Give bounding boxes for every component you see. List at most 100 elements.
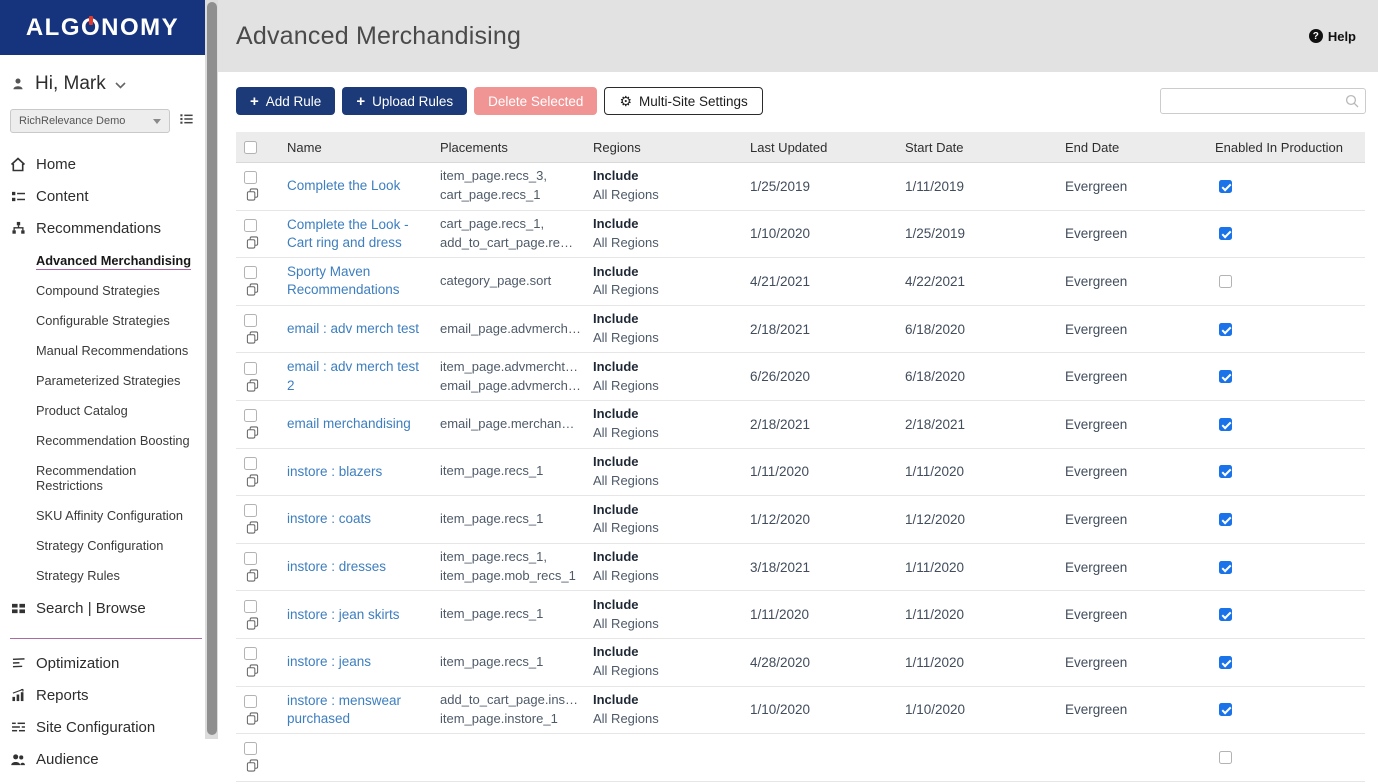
sidebar-subnav-item[interactable]: Advanced Merchandising: [0, 245, 205, 275]
row-select-checkbox[interactable]: [244, 362, 257, 375]
copy-icon[interactable]: [246, 617, 259, 630]
sidebar-subnav-item[interactable]: Compound Strategies: [0, 275, 205, 305]
rule-name-link[interactable]: instore : blazers: [287, 463, 440, 481]
delete-selected-label: Delete Selected: [488, 94, 583, 109]
row-select-checkbox[interactable]: [244, 219, 257, 232]
row-select-checkbox[interactable]: [244, 314, 257, 327]
copy-icon[interactable]: [246, 759, 259, 772]
copy-icon[interactable]: [246, 521, 259, 534]
enabled-checkbox[interactable]: [1219, 323, 1232, 336]
copy-icon[interactable]: [246, 188, 259, 201]
site-selector-dropdown[interactable]: RichRelevance Demo: [10, 109, 170, 133]
enabled-checkbox[interactable]: [1219, 608, 1232, 621]
rule-name-link[interactable]: email : adv merch test 2: [287, 358, 440, 394]
sidebar-scrollbar-thumb[interactable]: [207, 2, 217, 735]
sidebar-subnav-item[interactable]: SKU Affinity Configuration: [0, 500, 205, 530]
sidebar-item-label: Site Configuration: [36, 719, 155, 736]
row-select-checkbox[interactable]: [244, 171, 257, 184]
enabled-checkbox[interactable]: [1219, 227, 1232, 240]
rule-name-link[interactable]: Complete the Look - Cart ring and dress: [287, 216, 440, 252]
enabled-checkbox[interactable]: [1219, 465, 1232, 478]
enabled-checkbox[interactable]: [1219, 561, 1232, 574]
add-rule-button[interactable]: + Add Rule: [236, 87, 335, 115]
enabled-checkbox[interactable]: [1219, 703, 1232, 716]
rule-name-link[interactable]: instore : jeans: [287, 653, 440, 671]
row-select-checkbox[interactable]: [244, 600, 257, 613]
sidebar-subnav-item[interactable]: Recommendation Boosting: [0, 425, 205, 455]
copy-icon[interactable]: [246, 331, 259, 344]
start-date-cell: 6/18/2020: [905, 322, 1065, 337]
sidebar-item-recommendations[interactable]: Recommendations: [0, 212, 205, 244]
enabled-checkbox[interactable]: [1219, 656, 1232, 669]
sidebar-subnav-item[interactable]: Manual Recommendations: [0, 335, 205, 365]
sidebar-subnav-item[interactable]: Recommendation Restrictions: [0, 455, 205, 500]
rule-name-link[interactable]: instore : coats: [287, 510, 440, 528]
site-selector-value: RichRelevance Demo: [19, 115, 125, 127]
help-button[interactable]: ? Help: [1309, 29, 1356, 44]
sidebar-subnav-item[interactable]: Parameterized Strategies: [0, 365, 205, 395]
rule-name-link[interactable]: email merchandising: [287, 415, 440, 433]
sidebar-item-label: Search | Browse: [36, 600, 146, 617]
sidebar-item-home[interactable]: Home: [0, 148, 205, 180]
copy-icon[interactable]: [246, 426, 259, 439]
row-select-checkbox[interactable]: [244, 266, 257, 279]
copy-icon[interactable]: [246, 712, 259, 725]
sidebar-item-optimization[interactable]: Optimization: [0, 647, 205, 679]
site-list-icon[interactable]: [179, 112, 194, 131]
copy-icon[interactable]: [246, 664, 259, 677]
region-scope: All Regions: [593, 472, 750, 491]
sidebar-nav: Home Content Recommendations Advanced Me…: [0, 133, 205, 775]
start-date-cell: 6/18/2020: [905, 369, 1065, 384]
multi-site-settings-button[interactable]: ⚙ Multi-Site Settings: [604, 87, 762, 115]
rule-name-link[interactable]: instore : menswear purchased: [287, 692, 440, 728]
delete-selected-button[interactable]: Delete Selected: [474, 87, 597, 115]
row-select-checkbox[interactable]: [244, 647, 257, 660]
sidebar-item-site-configuration[interactable]: Site Configuration: [0, 711, 205, 743]
enabled-checkbox[interactable]: [1219, 513, 1232, 526]
sidebar-item-search-browse[interactable]: Search | Browse: [0, 592, 205, 624]
rule-name-link[interactable]: Sporty Maven Recommendations: [287, 263, 440, 299]
sidebar-item-reports[interactable]: Reports: [0, 679, 205, 711]
sidebar-item-audience[interactable]: Audience: [0, 743, 205, 775]
sidebar-subnav-label: Configurable Strategies: [36, 313, 170, 328]
copy-icon[interactable]: [246, 474, 259, 487]
enabled-checkbox[interactable]: [1219, 370, 1232, 383]
enabled-checkbox[interactable]: [1219, 180, 1232, 193]
placements-cell: item_page.recs_1: [440, 510, 593, 529]
last-updated-cell: 1/10/2020: [750, 702, 905, 717]
row-select-checkbox[interactable]: [244, 504, 257, 517]
copy-icon[interactable]: [246, 379, 259, 392]
copy-icon[interactable]: [246, 236, 259, 249]
rule-name-link[interactable]: instore : dresses: [287, 558, 440, 576]
select-all-checkbox[interactable]: [244, 141, 257, 154]
rule-name-link[interactable]: Complete the Look: [287, 177, 440, 195]
upload-rules-button[interactable]: + Upload Rules: [342, 87, 467, 115]
sidebar-divider: [10, 638, 202, 639]
row-select-checkbox[interactable]: [244, 409, 257, 422]
region-mode: Include: [593, 215, 750, 234]
sidebar-item-label: Recommendations: [36, 220, 161, 237]
row-select-checkbox[interactable]: [244, 552, 257, 565]
copy-icon[interactable]: [246, 569, 259, 582]
sidebar-item-content[interactable]: Content: [0, 180, 205, 212]
row-select-checkbox[interactable]: [244, 695, 257, 708]
user-menu[interactable]: Hi, Mark: [0, 55, 205, 95]
rule-name-link[interactable]: instore : jean skirts: [287, 606, 440, 624]
end-date-cell: Evergreen: [1065, 560, 1215, 575]
row-select-checkbox[interactable]: [244, 742, 257, 755]
enabled-checkbox[interactable]: [1219, 418, 1232, 431]
enabled-checkbox[interactable]: [1219, 751, 1232, 764]
column-header: Regions: [593, 140, 750, 155]
search-input[interactable]: [1160, 88, 1366, 114]
sidebar-subnav-item[interactable]: Configurable Strategies: [0, 305, 205, 335]
row-select-checkbox[interactable]: [244, 457, 257, 470]
copy-icon[interactable]: [246, 283, 259, 296]
sidebar-subnav-item[interactable]: Strategy Rules: [0, 560, 205, 590]
sidebar-subnav-item[interactable]: Product Catalog: [0, 395, 205, 425]
rule-name-link[interactable]: email : adv merch test: [287, 320, 440, 338]
sidebar-subnav-item[interactable]: Strategy Configuration: [0, 530, 205, 560]
caret-down-icon: [153, 119, 161, 124]
enabled-checkbox[interactable]: [1219, 275, 1232, 288]
table-row: instore : dresses item_page.recs_1,item_…: [236, 544, 1365, 592]
sidebar-scrollbar-track: [205, 0, 218, 739]
